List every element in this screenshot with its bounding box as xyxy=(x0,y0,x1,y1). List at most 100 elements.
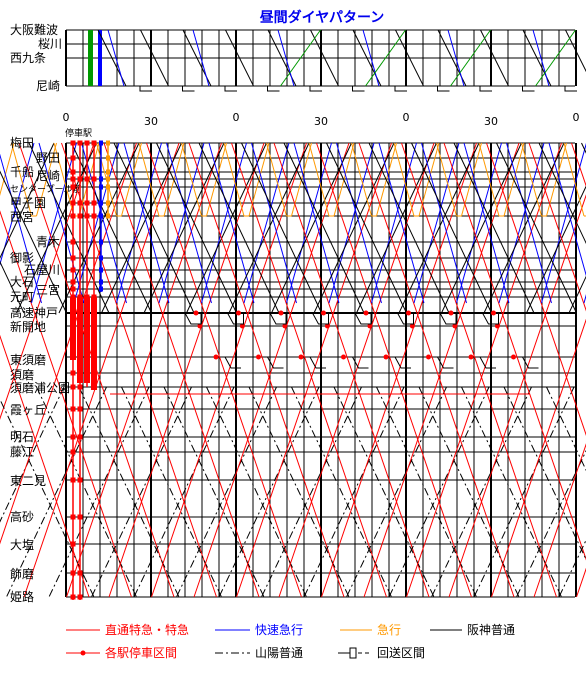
deadhead-mark xyxy=(312,312,329,325)
top-station-label: 西九条 xyxy=(10,51,46,65)
sanyo-local-line xyxy=(218,386,320,598)
stop-dot xyxy=(70,570,76,576)
main-station-label: 藤江 xyxy=(10,445,34,459)
stop-dot xyxy=(77,514,83,520)
express-stop-dot xyxy=(106,176,110,182)
limited-train-line xyxy=(406,142,562,598)
limited-stop-dot xyxy=(278,310,284,316)
legend-rapid-label: 快速急行 xyxy=(255,622,303,637)
stop-dot xyxy=(70,255,76,261)
limited-train-line xyxy=(0,142,95,420)
limited-train-line xyxy=(151,142,307,598)
main-station-label: センタープール前 xyxy=(10,183,81,195)
time-tick-label: 0 xyxy=(403,111,410,124)
limited-train-line xyxy=(0,210,132,598)
deadhead-mark xyxy=(269,312,287,325)
sanyo-local-line xyxy=(248,386,350,598)
hanshin-local-line xyxy=(0,260,25,314)
top-green-line xyxy=(365,29,406,87)
stop-dot xyxy=(70,541,76,547)
main-station-label: 飾磨 xyxy=(10,567,34,581)
legend-sanyo-local-label: 山陽普通 xyxy=(255,646,303,660)
limited-stop-dot xyxy=(236,310,241,316)
rapid-stop-dot xyxy=(99,200,103,206)
limited-stop-dot xyxy=(239,323,245,329)
hanshin-local-line xyxy=(156,142,237,314)
rapid-stop-dot xyxy=(99,213,103,219)
hanshin-local-line xyxy=(113,142,195,314)
express-train-line xyxy=(478,142,500,217)
stop-dot xyxy=(84,294,90,300)
rapid-stop-dot xyxy=(99,239,103,245)
rapid-train-line xyxy=(336,142,382,304)
limited-stop-dot xyxy=(468,354,474,360)
sanyo-local-line xyxy=(163,386,265,598)
stop-dot xyxy=(70,279,76,285)
hanshin-local-line xyxy=(483,142,565,314)
deadhead-mark xyxy=(522,356,539,369)
rapid-train-line xyxy=(328,142,375,304)
main-station-label: 須磨 xyxy=(10,368,34,382)
stop-dot xyxy=(70,354,76,360)
top-deadhead-mark xyxy=(309,86,322,92)
sanyo-local-line xyxy=(333,386,435,598)
legend-limited-label: 直通特急・特急 xyxy=(105,622,189,637)
sanyo-local-line xyxy=(206,386,307,598)
sanyo-local-line xyxy=(78,386,180,598)
limited-stop-dot xyxy=(197,323,203,329)
hanshin-local-line xyxy=(526,185,586,314)
stop-dot xyxy=(70,200,76,206)
limited-train-line xyxy=(528,142,586,312)
legend-deadhead-swatch xyxy=(338,647,357,659)
sanyo-local-line xyxy=(503,386,586,561)
hanshin-local-line xyxy=(496,142,577,314)
stop-dot xyxy=(70,384,76,390)
express-train-line xyxy=(138,142,160,217)
top-deadhead-mark xyxy=(182,86,195,92)
sanyo-local-line xyxy=(346,386,447,598)
limited-train-line xyxy=(571,142,586,188)
stop-dot xyxy=(77,434,83,440)
main-station-label: 梅田 xyxy=(10,135,34,150)
main-station-label: 姫路 xyxy=(10,589,34,604)
main-station-label: 須磨浦公園 xyxy=(10,381,70,395)
top-green-line xyxy=(535,29,576,87)
limited-train-line xyxy=(448,194,586,598)
sanyo-local-line xyxy=(291,386,392,598)
top-blue-bar xyxy=(98,30,102,86)
time-tick-label: 0 xyxy=(63,111,70,124)
rapid-train-line xyxy=(116,142,162,304)
sanyo-local-line xyxy=(473,386,575,598)
express-stop-dot xyxy=(106,140,110,146)
stop-dot xyxy=(70,406,76,412)
express-stop-dot xyxy=(106,184,110,190)
stop-dot xyxy=(70,155,76,161)
hanshin-local-line xyxy=(326,142,407,314)
stop-dot xyxy=(70,514,76,520)
deadhead-mark xyxy=(227,312,244,325)
stop-dot xyxy=(84,213,90,219)
limited-train-line xyxy=(146,142,302,598)
sanyo-local-line xyxy=(0,398,95,598)
limited-stop-dot xyxy=(511,354,516,360)
stop-dot xyxy=(77,370,83,376)
stop-dot xyxy=(70,310,76,316)
limited-train-line xyxy=(278,142,435,598)
limited-train-line xyxy=(491,318,586,598)
limited-stop-dot xyxy=(406,310,411,316)
stop-dot xyxy=(91,213,97,219)
main-station-label: 東須磨 xyxy=(10,353,46,367)
hanshin-local-line xyxy=(0,170,67,314)
legend-stop-dot xyxy=(80,650,86,656)
deadhead-mark xyxy=(394,356,411,369)
stop-dot xyxy=(77,213,83,219)
top-panel-train-lines xyxy=(97,29,586,92)
express-stop-dot xyxy=(106,213,110,219)
stop-dot xyxy=(91,294,97,300)
top-deadhead-mark xyxy=(394,86,407,92)
top-deadhead-mark xyxy=(522,86,535,92)
limited-train-line xyxy=(66,142,222,598)
express-train-line xyxy=(351,142,372,217)
